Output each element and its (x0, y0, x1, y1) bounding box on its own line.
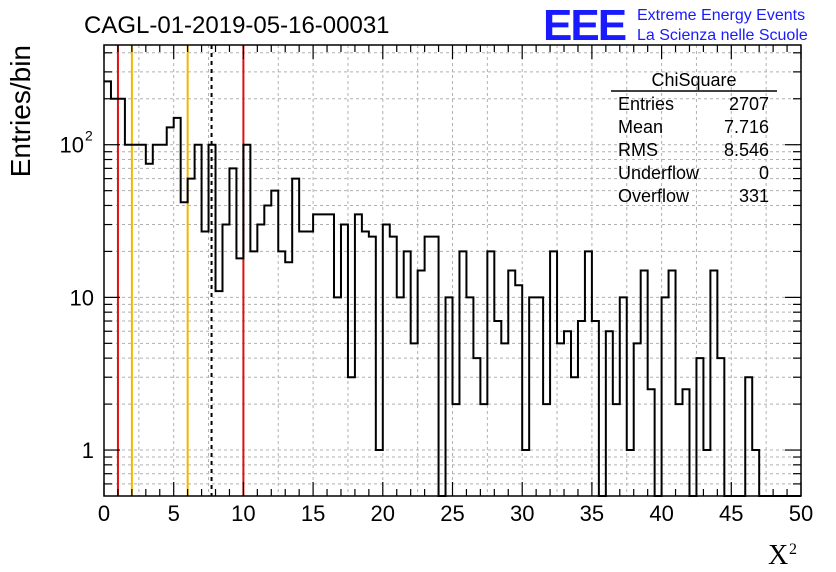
x-tick-label: 50 (789, 501, 813, 526)
x-tick-label: 45 (719, 501, 743, 526)
stats-value: 2707 (729, 94, 769, 114)
stats-label: RMS (618, 140, 658, 160)
axis-ticks (103, 45, 802, 496)
x-tick-label: 20 (371, 501, 395, 526)
x-axis-label-symbol: X (768, 540, 788, 571)
chart-title: CAGL-01-2019-05-16-00031 (84, 12, 390, 39)
stats-label: Entries (618, 94, 674, 114)
stats-value: 7.716 (724, 117, 769, 137)
histogram-series (104, 80, 801, 497)
stats-value: 331 (739, 186, 769, 206)
x-tick-label: 0 (98, 501, 110, 526)
stats-header: ChiSquare (651, 70, 736, 90)
x-tick-label: 15 (301, 501, 325, 526)
x-tick-label: 5 (168, 501, 180, 526)
stats-label: Mean (618, 117, 663, 137)
y-axis-label: Entries/bin (5, 45, 36, 177)
logo-mark: EEE (543, 1, 626, 50)
x-axis-label-superscript: 2 (789, 541, 797, 558)
x-tick-label: 10 (231, 501, 255, 526)
stats-label: Underflow (618, 163, 700, 183)
x-tick-label: 40 (649, 501, 673, 526)
reference-lines (116, 45, 245, 496)
x-tick-label: 35 (580, 501, 604, 526)
y-tick-label: 1 (82, 438, 94, 463)
logo-line-1: Extreme Energy Events (637, 7, 805, 24)
y-tick-label: 10 (70, 285, 94, 310)
stats-label: Overflow (618, 186, 690, 206)
x-axis-label: X 2 (768, 540, 797, 571)
eee-logo: EEE Extreme Energy Events La Scienza nel… (543, 1, 808, 50)
stats-value: 0 (759, 163, 769, 183)
stats-value: 8.546 (724, 140, 769, 160)
stats-box: ChiSquare Entries 2707 Mean 7.716 RMS 8.… (611, 70, 777, 206)
logo-line-2: La Scienza nelle Scuole (637, 27, 808, 44)
x-tick-label: 25 (440, 501, 464, 526)
x-tick-labels: 0 5 10 15 20 25 30 35 40 45 50 (98, 501, 813, 526)
y-tick-label: 10 (60, 133, 84, 158)
y-tick-label-exponent: 2 (85, 128, 93, 144)
x-tick-label: 30 (510, 501, 534, 526)
